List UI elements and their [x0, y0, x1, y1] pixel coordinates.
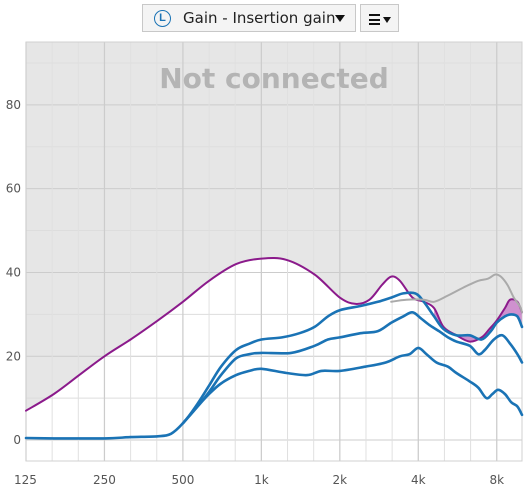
toolbar: L Gain - Insertion gain: [0, 3, 528, 33]
view-select-label: Gain - Insertion gain: [183, 9, 336, 27]
not-connected-label: Not connected: [159, 62, 389, 95]
caret-down-icon: [335, 15, 345, 22]
x-tick-label: 250: [93, 473, 116, 487]
x-tick-label: 125: [14, 473, 37, 487]
x-tick-label: 4k: [411, 473, 426, 487]
series-line-1: [25, 256, 523, 412]
y-tick-label: 80: [6, 98, 21, 112]
y-tick-label: 60: [6, 182, 21, 196]
menu-button[interactable]: [360, 4, 399, 32]
series-line-5: [390, 273, 523, 314]
deviation-fill: [434, 299, 522, 342]
left-ear-icon: L: [154, 9, 171, 27]
plot-frame: [25, 41, 523, 462]
series-line-3: [181, 310, 524, 425]
series-line-4: [181, 346, 524, 425]
x-tick-label: 1k: [254, 473, 269, 487]
y-tick-label: 20: [6, 349, 21, 363]
y-tick-label: 40: [6, 265, 21, 279]
view-select[interactable]: L Gain - Insertion gain: [142, 4, 356, 32]
series-line-2: [24, 291, 524, 440]
y-tick-label: 0: [13, 433, 21, 447]
hamburger-menu-icon: [369, 14, 380, 25]
x-tick-label: 500: [171, 473, 194, 487]
menu-caret-icon: [383, 17, 391, 23]
x-tick-label: 8k: [489, 473, 504, 487]
not-connected-shade: [26, 42, 522, 411]
x-tick-label: 2k: [333, 473, 348, 487]
